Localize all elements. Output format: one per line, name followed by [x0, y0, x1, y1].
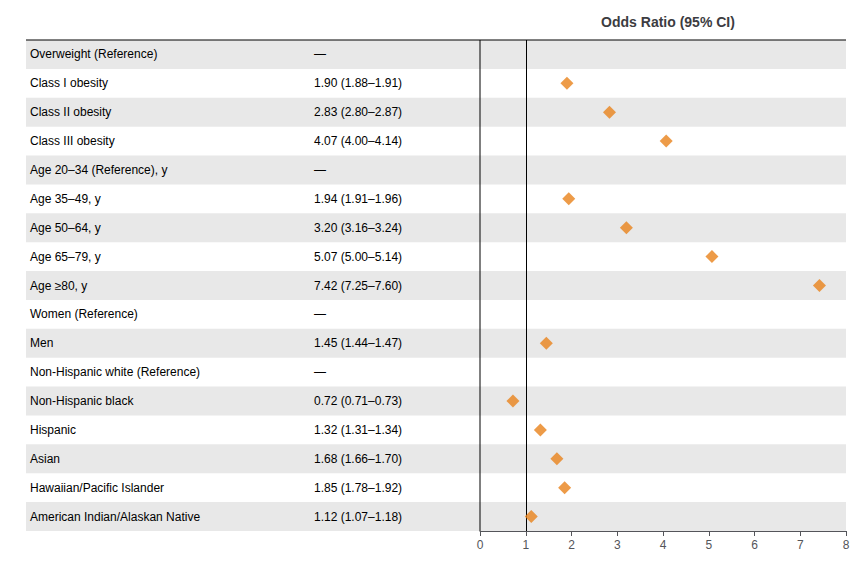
svg-text:1: 1: [522, 538, 529, 552]
svg-text:0.72 (0.71–0.73): 0.72 (0.71–0.73): [314, 394, 402, 408]
svg-text:Class II obesity: Class II obesity: [30, 105, 111, 119]
svg-text:7.42 (7.25–7.60): 7.42 (7.25–7.60): [314, 279, 402, 293]
svg-text:5: 5: [705, 538, 712, 552]
svg-text:2.83 (2.80–2.87): 2.83 (2.80–2.87): [314, 105, 402, 119]
svg-text:1.68 (1.66–1.70): 1.68 (1.66–1.70): [314, 452, 402, 466]
svg-text:1.32 (1.31–1.34): 1.32 (1.31–1.34): [314, 423, 402, 437]
svg-text:Hawaiian/Pacific Islander: Hawaiian/Pacific Islander: [30, 481, 164, 495]
svg-text:Non-Hispanic white (Reference): Non-Hispanic white (Reference): [30, 365, 200, 379]
svg-text:1.45 (1.44–1.47): 1.45 (1.44–1.47): [314, 336, 402, 350]
svg-text:0: 0: [477, 538, 484, 552]
svg-text:4.07 (4.00–4.14): 4.07 (4.00–4.14): [314, 134, 402, 148]
svg-text:—: —: [314, 47, 326, 61]
svg-text:American Indian/Alaskan Native: American Indian/Alaskan Native: [30, 510, 200, 524]
svg-text:Age 50–64, y: Age 50–64, y: [30, 221, 101, 235]
svg-text:Overweight (Reference): Overweight (Reference): [30, 47, 157, 61]
svg-text:Hispanic: Hispanic: [30, 423, 76, 437]
svg-text:Class I obesity: Class I obesity: [30, 76, 108, 90]
svg-text:Age 20–34 (Reference), y: Age 20–34 (Reference), y: [30, 163, 167, 177]
svg-text:Women (Reference): Women (Reference): [30, 307, 138, 321]
svg-text:8: 8: [843, 538, 850, 552]
svg-text:3: 3: [614, 538, 621, 552]
svg-text:Odds Ratio (95% CI): Odds Ratio (95% CI): [601, 14, 735, 30]
svg-text:5.07 (5.00–5.14): 5.07 (5.00–5.14): [314, 250, 402, 264]
svg-text:Age 35–49, y: Age 35–49, y: [30, 192, 101, 206]
svg-text:Age 65–79, y: Age 65–79, y: [30, 250, 101, 264]
svg-text:Non-Hispanic black: Non-Hispanic black: [30, 394, 134, 408]
svg-text:3.20 (3.16–3.24): 3.20 (3.16–3.24): [314, 221, 402, 235]
svg-text:Age ≥80, y: Age ≥80, y: [30, 279, 87, 293]
svg-text:4: 4: [660, 538, 667, 552]
svg-text:1.90 (1.88–1.91): 1.90 (1.88–1.91): [314, 76, 402, 90]
svg-text:—: —: [314, 163, 326, 177]
svg-text:—: —: [314, 307, 326, 321]
svg-text:2: 2: [568, 538, 575, 552]
svg-text:—: —: [314, 365, 326, 379]
svg-text:1.12 (1.07–1.18): 1.12 (1.07–1.18): [314, 510, 402, 524]
svg-text:7: 7: [797, 538, 804, 552]
svg-text:Men: Men: [30, 336, 53, 350]
svg-text:Class III obesity: Class III obesity: [30, 134, 115, 148]
svg-text:6: 6: [751, 538, 758, 552]
svg-text:1.94 (1.91–1.96): 1.94 (1.91–1.96): [314, 192, 402, 206]
svg-text:Asian: Asian: [30, 452, 60, 466]
svg-text:1.85 (1.78–1.92): 1.85 (1.78–1.92): [314, 481, 402, 495]
